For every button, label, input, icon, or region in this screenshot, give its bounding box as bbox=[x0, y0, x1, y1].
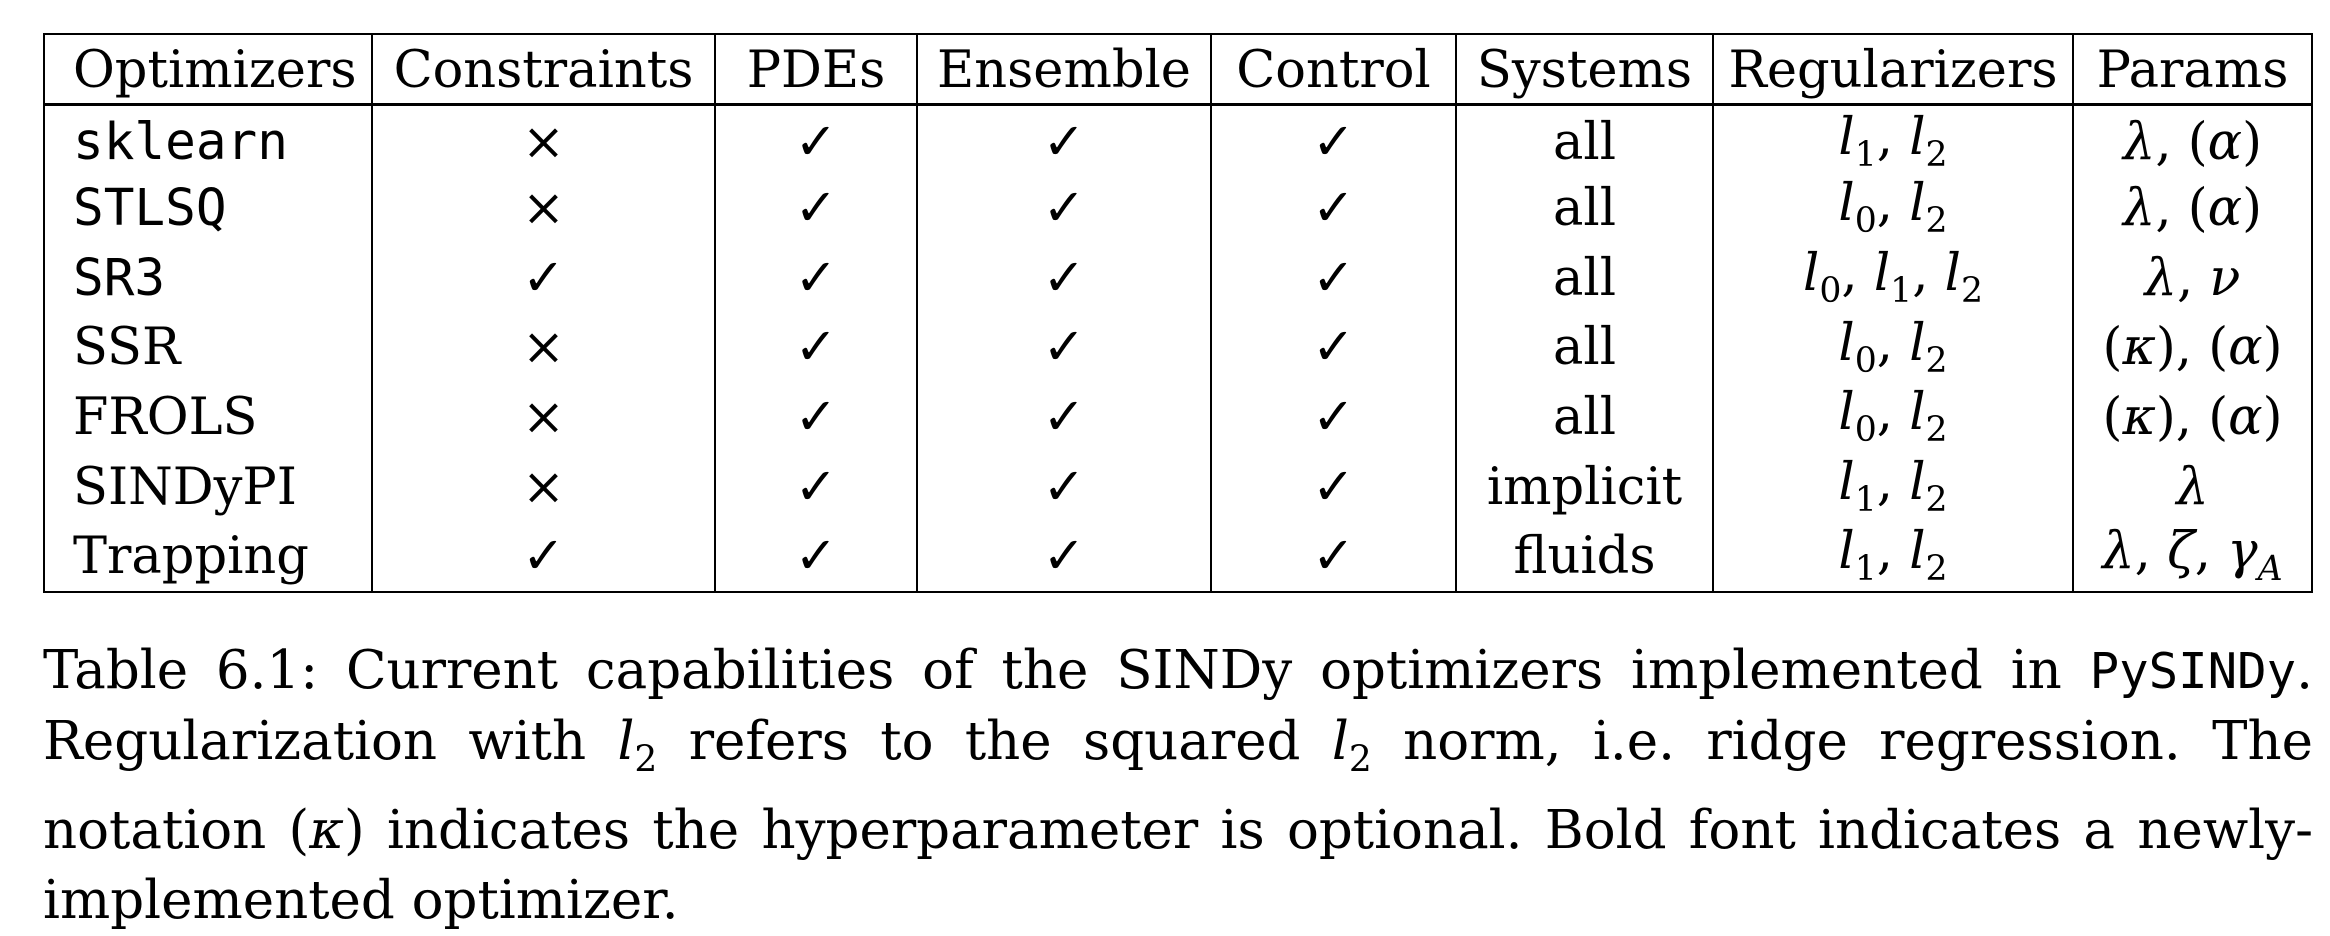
table-row: STLSQ × ✓ ✓ ✓ all l0, l2 λ, (α) bbox=[43, 173, 2313, 244]
ensemble-cell: ✓ bbox=[916, 243, 1212, 314]
regularizers-cell: l0, l1, l2 bbox=[1712, 243, 2074, 314]
optimizer-name: Trapping bbox=[43, 522, 373, 592]
systems-cell: all bbox=[1455, 243, 1714, 314]
control-cell: ✓ bbox=[1210, 243, 1457, 314]
table-row: SR3 ✓ ✓ ✓ ✓ all l0, l1, l2 λ, ν bbox=[43, 243, 2313, 314]
pdes-cell: ✓ bbox=[714, 104, 918, 174]
optimizer-name: FROLS bbox=[43, 382, 373, 453]
optimizer-name: SINDyPI bbox=[43, 452, 373, 523]
control-cell: ✓ bbox=[1210, 382, 1457, 453]
caption-text: . Regularization with bbox=[43, 640, 2314, 772]
systems-cell: all bbox=[1455, 382, 1714, 453]
constraints-cell: × bbox=[371, 382, 716, 453]
table-row: sklearn × ✓ ✓ ✓ all l1, l2 λ, (α) bbox=[43, 104, 2313, 174]
header-params: Params bbox=[2072, 34, 2313, 106]
pdes-cell: ✓ bbox=[714, 243, 918, 314]
constraints-cell: × bbox=[371, 173, 716, 244]
regularizers-cell: l0, l2 bbox=[1712, 173, 2074, 244]
table-row: SINDyPI × ✓ ✓ ✓ implicit l1, l2 λ bbox=[43, 452, 2313, 523]
table-row: FROLS × ✓ ✓ ✓ all l0, l2 (κ), (α) bbox=[43, 382, 2313, 453]
constraints-cell: × bbox=[371, 104, 716, 174]
table-row: Trapping ✓ ✓ ✓ ✓ fluids l1, l2 λ, ζ, γA bbox=[43, 522, 2313, 592]
control-cell: ✓ bbox=[1210, 104, 1457, 174]
regularizers-cell: l0, l2 bbox=[1712, 313, 2074, 383]
regularizers-cell: l1, l2 bbox=[1712, 522, 2074, 592]
ensemble-cell: ✓ bbox=[916, 313, 1212, 383]
pdes-cell: ✓ bbox=[714, 173, 918, 244]
systems-cell: fluids bbox=[1455, 522, 1714, 592]
pdes-cell: ✓ bbox=[714, 522, 918, 592]
optimizer-name: SR3 bbox=[43, 243, 373, 314]
constraints-cell: × bbox=[371, 452, 716, 523]
header-regularizers: Regularizers bbox=[1712, 34, 2074, 106]
ensemble-cell: ✓ bbox=[916, 522, 1212, 592]
header-pdes: PDEs bbox=[714, 34, 918, 106]
caption-package: PySINDy bbox=[2089, 643, 2297, 700]
constraints-cell: ✓ bbox=[371, 243, 716, 314]
caption-l2: l2 bbox=[617, 711, 658, 781]
params-cell: λ, ν bbox=[2072, 243, 2313, 314]
ensemble-cell: ✓ bbox=[916, 173, 1212, 244]
params-cell: λ, ζ, γA bbox=[2072, 522, 2313, 592]
control-cell: ✓ bbox=[1210, 452, 1457, 523]
constraints-cell: × bbox=[371, 313, 716, 383]
params-cell: λ, (α) bbox=[2072, 173, 2313, 244]
constraints-cell: ✓ bbox=[371, 522, 716, 592]
header-control: Control bbox=[1210, 34, 1457, 106]
caption-text: refers to the squared bbox=[688, 711, 1301, 772]
params-cell: λ, (α) bbox=[2072, 104, 2313, 174]
params-cell: (κ), (α) bbox=[2072, 382, 2313, 453]
regularizers-cell: l0, l2 bbox=[1712, 382, 2074, 453]
optimizer-name: STLSQ bbox=[43, 173, 373, 244]
optimizer-name: SSR bbox=[43, 313, 373, 383]
optimizers-table: Optimizers Constraints PDEs Ensemble Con… bbox=[43, 33, 2313, 593]
header-optimizers: Optimizers bbox=[43, 34, 373, 106]
table-body: sklearn × ✓ ✓ ✓ all l1, l2 λ, (α) STLSQ × ✓ ✓ ✓ all l0… bbox=[43, 104, 2313, 592]
pdes-cell: ✓ bbox=[714, 313, 918, 383]
caption-kappa: (κ) bbox=[288, 799, 365, 861]
table-header-row: Optimizers Constraints PDEs Ensemble Con… bbox=[43, 34, 2313, 106]
systems-cell: all bbox=[1455, 313, 1714, 383]
control-cell: ✓ bbox=[1210, 522, 1457, 592]
pdes-cell: ✓ bbox=[714, 452, 918, 523]
optimizer-name: sklearn bbox=[43, 104, 373, 174]
caption-text: Current capabilities of the SINDy optimi… bbox=[345, 640, 2062, 701]
pdes-cell: ✓ bbox=[714, 382, 918, 453]
header-constraints: Constraints bbox=[371, 34, 716, 106]
header-ensemble: Ensemble bbox=[916, 34, 1212, 106]
ensemble-cell: ✓ bbox=[916, 104, 1212, 174]
systems-cell: implicit bbox=[1455, 452, 1714, 523]
control-cell: ✓ bbox=[1210, 313, 1457, 383]
systems-cell: all bbox=[1455, 173, 1714, 244]
ensemble-cell: ✓ bbox=[916, 382, 1212, 453]
caption-label: Table 6.1: bbox=[43, 640, 319, 701]
table-caption: Table 6.1: Current capabilities of the S… bbox=[43, 636, 2313, 936]
ensemble-cell: ✓ bbox=[916, 452, 1212, 523]
caption-text: indicates the hyperparameter is optional… bbox=[43, 799, 2313, 931]
regularizers-cell: l1, l2 bbox=[1712, 104, 2074, 174]
params-cell: λ bbox=[2072, 452, 2313, 523]
control-cell: ✓ bbox=[1210, 173, 1457, 244]
header-systems: Systems bbox=[1455, 34, 1714, 106]
table-row: SSR × ✓ ✓ ✓ all l0, l2 (κ), (α) bbox=[43, 313, 2313, 383]
caption-text: norm, i.e. ridge regression. The notatio… bbox=[43, 711, 2313, 861]
caption-l2: l2 bbox=[1331, 711, 1372, 781]
regularizers-cell: l1, l2 bbox=[1712, 452, 2074, 523]
systems-cell: all bbox=[1455, 104, 1714, 174]
params-cell: (κ), (α) bbox=[2072, 313, 2313, 383]
